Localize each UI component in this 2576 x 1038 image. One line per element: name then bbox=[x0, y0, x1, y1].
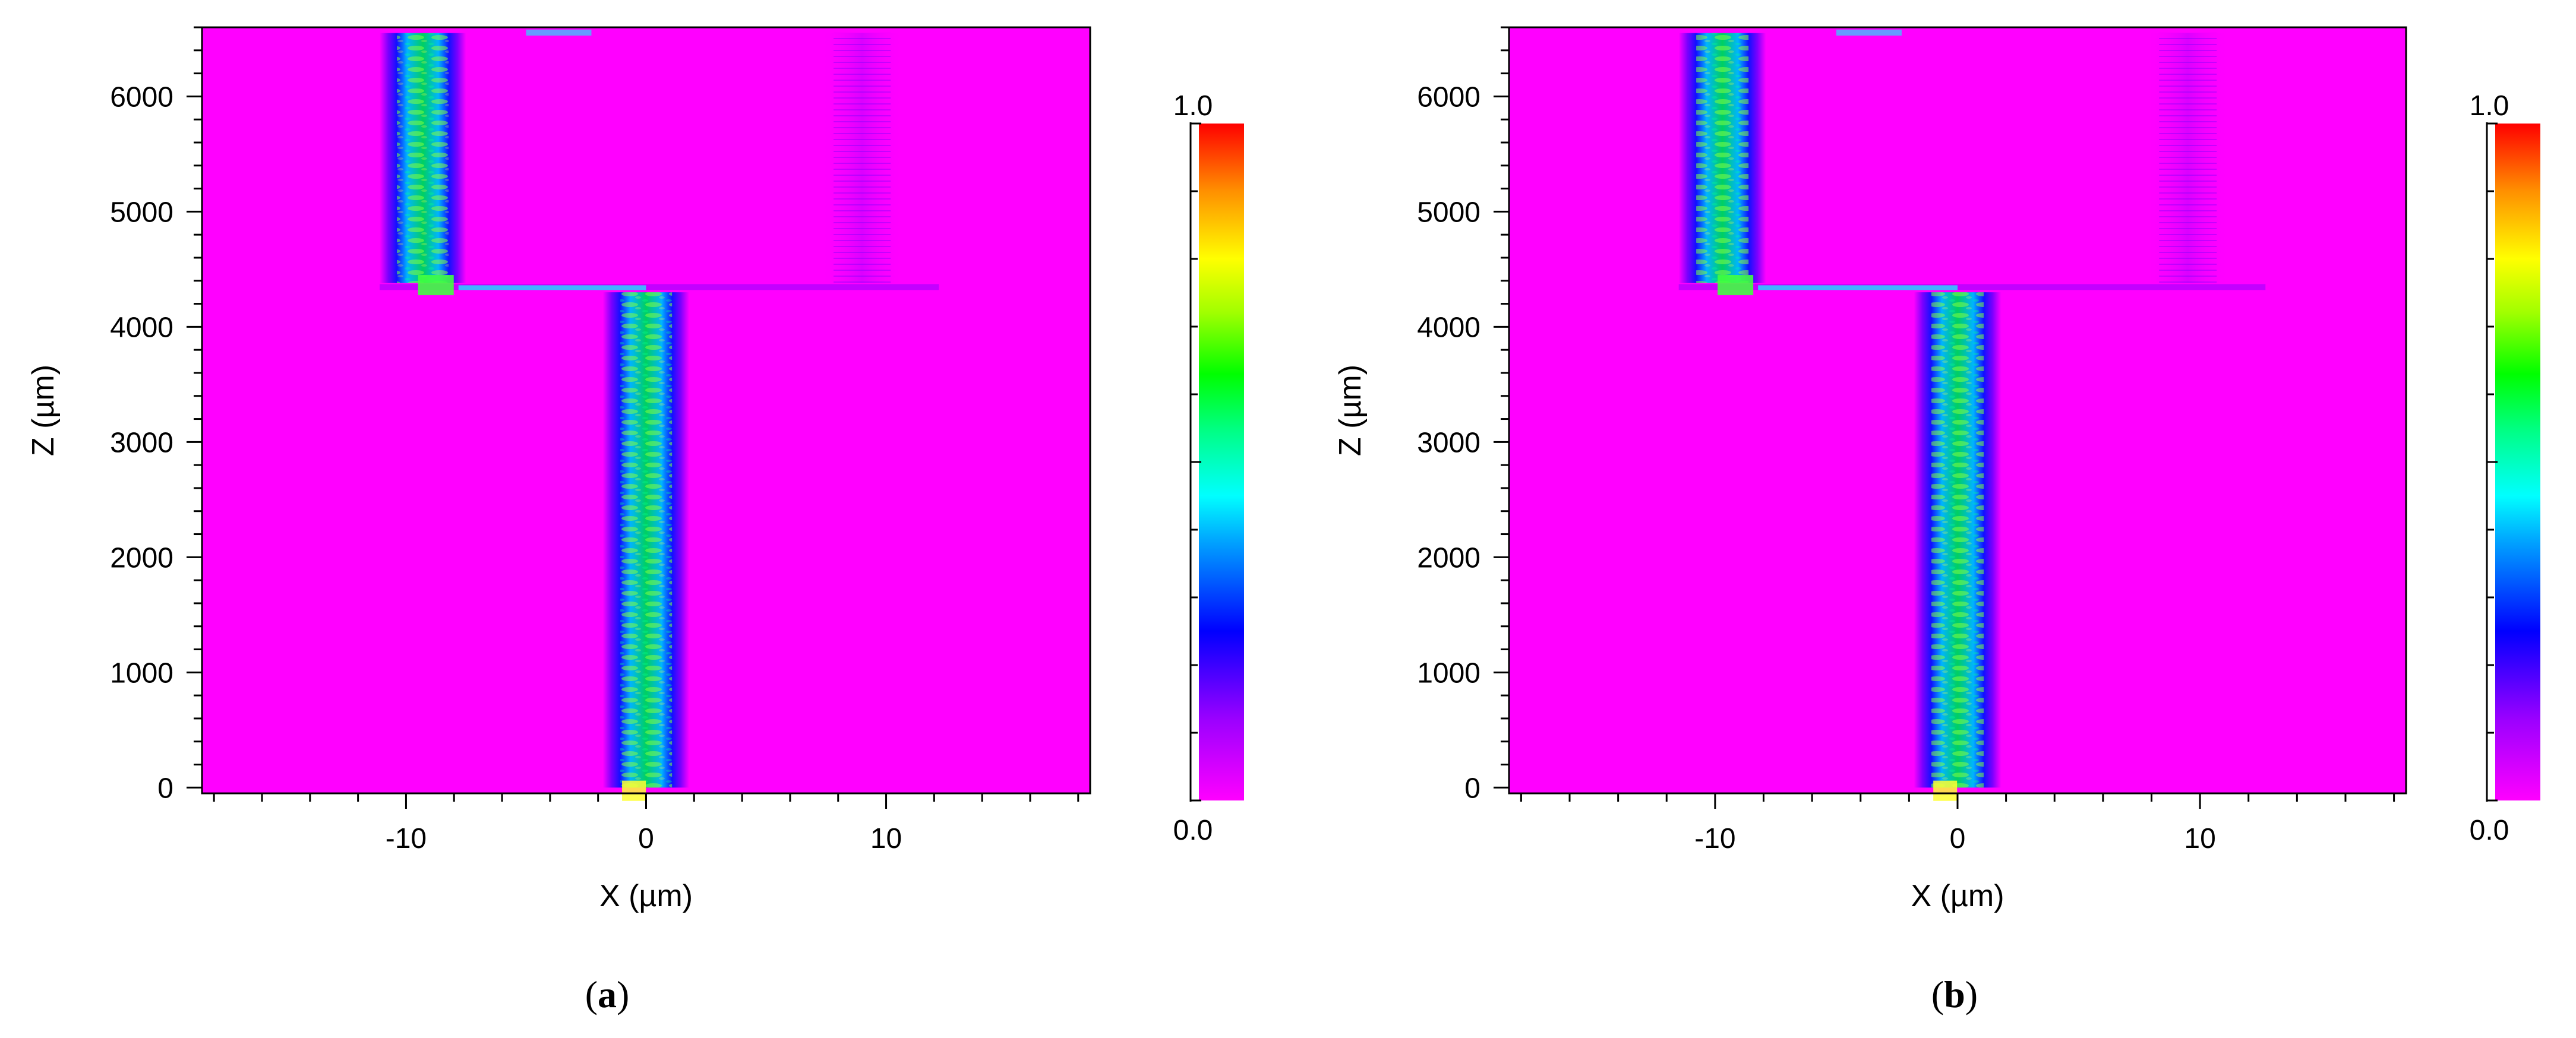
x-tick-label: 0 bbox=[1950, 823, 1966, 855]
y-tick-label: 3000 bbox=[110, 427, 173, 458]
beam-speckle bbox=[1696, 33, 1749, 283]
colorbar-min-label: 0.0 bbox=[2470, 815, 2509, 846]
x-tick-label: 10 bbox=[870, 823, 902, 855]
input-hotspot bbox=[622, 780, 646, 801]
y-tick-label: 6000 bbox=[1417, 81, 1480, 113]
coupling-bridge bbox=[1758, 285, 1958, 290]
beam-speckle bbox=[397, 33, 449, 283]
x-tick-label: -10 bbox=[1694, 823, 1735, 855]
beam-speckle bbox=[620, 292, 673, 788]
coupling-streak bbox=[1678, 284, 2266, 290]
beam-3 bbox=[2146, 33, 2230, 283]
panel-a: -10 0 10 0 1000 2000 3000 4000 5000 6000 X (µm) Z (… bbox=[26, 26, 1244, 1015]
beam-2 bbox=[380, 33, 466, 283]
y-axis-label: Z (µm) bbox=[26, 365, 61, 456]
y-tick-label: 6000 bbox=[110, 81, 173, 113]
beam-3 bbox=[821, 33, 903, 283]
beam-faint-speckle bbox=[2159, 33, 2217, 283]
colorbar-min-label: 0.0 bbox=[1173, 815, 1213, 846]
colorbar-max-label: 1.0 bbox=[2470, 90, 2509, 122]
y-tick-label: 4000 bbox=[110, 312, 173, 343]
y-tick-label: 3000 bbox=[1417, 427, 1480, 458]
y-tick-label: 1000 bbox=[1417, 657, 1480, 689]
beam-faint-speckle bbox=[834, 33, 891, 283]
y-tick-label: 1000 bbox=[110, 657, 173, 689]
x-tick-label: 10 bbox=[2184, 823, 2215, 855]
x-tick-label: -10 bbox=[386, 823, 427, 855]
x-axis-label: X (µm) bbox=[599, 879, 693, 913]
y-tick-label: 0 bbox=[1464, 773, 1480, 804]
input-hotspot bbox=[1933, 780, 1958, 801]
y-tick-label: 2000 bbox=[110, 542, 173, 574]
y-tick-label: 0 bbox=[157, 773, 173, 804]
panel-caption: (a) bbox=[585, 973, 630, 1015]
x-tick-label: 0 bbox=[638, 823, 654, 855]
colorbar-gradient bbox=[2495, 124, 2540, 800]
coupling-hotspot bbox=[418, 275, 454, 296]
y-tick-label: 2000 bbox=[1417, 542, 1480, 574]
y-tick-label: 5000 bbox=[110, 197, 173, 228]
y-tick-label: 5000 bbox=[1417, 197, 1480, 228]
colorbar: 1.0 0.0 bbox=[2470, 90, 2540, 846]
y-tick-label: 4000 bbox=[1417, 312, 1480, 343]
beam-speckle bbox=[1931, 292, 1984, 788]
coupling-streak bbox=[380, 284, 939, 290]
x-axis-label: X (µm) bbox=[1911, 879, 2004, 913]
colorbar-gradient bbox=[1199, 124, 1244, 800]
top-edge-streak bbox=[1836, 29, 1902, 36]
beam-1 bbox=[602, 292, 690, 788]
panel-caption: (b) bbox=[1931, 973, 1978, 1015]
panel-b: -10 0 10 0 1000 2000 3000 4000 5000 6000 X (µm) Z (… bbox=[1333, 26, 2540, 1015]
beam-2 bbox=[1678, 33, 1766, 283]
top-edge-streak bbox=[526, 29, 592, 36]
beam-1 bbox=[1914, 292, 2002, 788]
coupling-hotspot bbox=[1718, 275, 1754, 296]
colorbar-max-label: 1.0 bbox=[1173, 90, 1213, 122]
y-axis-label: Z (µm) bbox=[1333, 365, 1368, 456]
colorbar: 1.0 0.0 bbox=[1173, 90, 1244, 846]
coupling-bridge bbox=[458, 285, 646, 290]
